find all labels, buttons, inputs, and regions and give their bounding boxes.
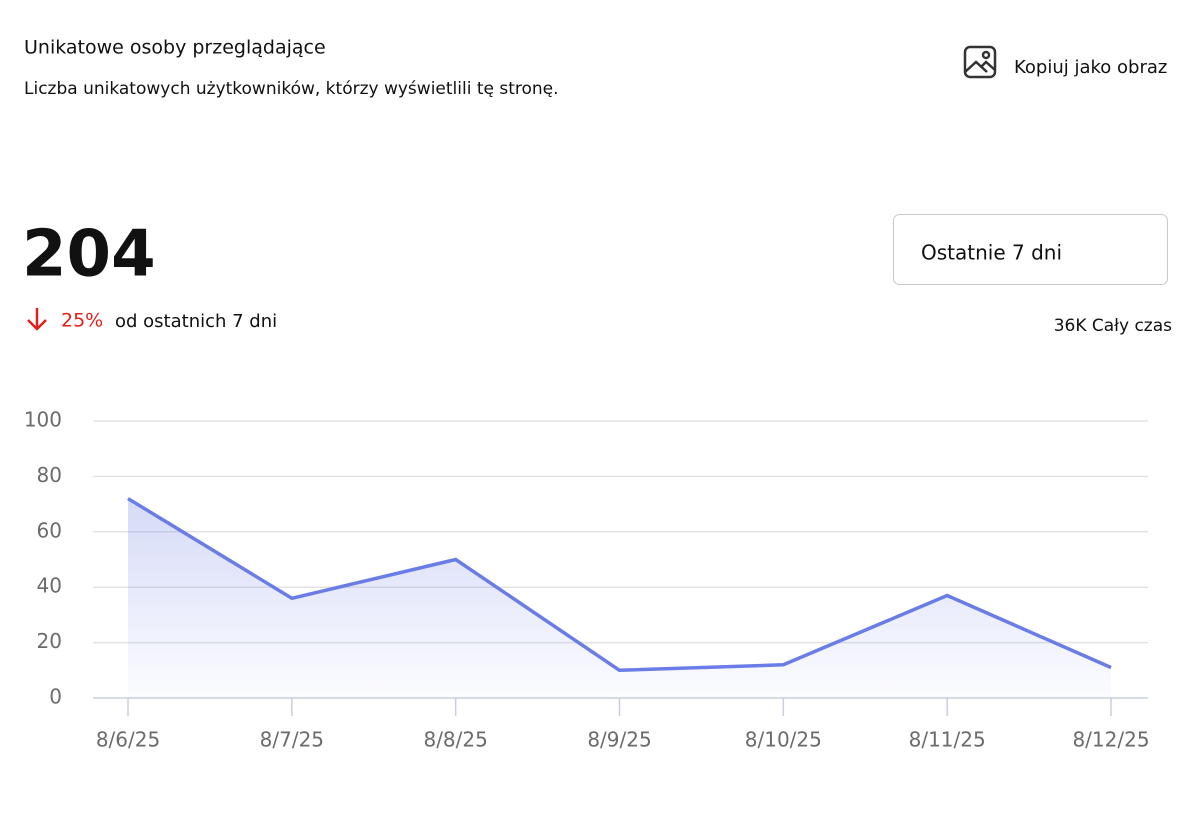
line	[127, 497, 1112, 673]
x-tick-label: 8/7/25	[260, 728, 324, 752]
y-tick-label: 60	[37, 518, 62, 542]
x-tick-label: 8/8/25	[423, 728, 487, 752]
y-tick-label: 0	[49, 685, 62, 709]
title: Unikatowe osoby przeglądające	[24, 37, 326, 59]
y-tick-label: 20	[37, 629, 62, 653]
x-tick-label: 8/6/25	[96, 728, 160, 752]
copy-button[interactable]: Kopiuj jako obraz	[963, 45, 1167, 79]
down-arrow	[27, 308, 47, 331]
change-percent: 25%	[61, 310, 103, 332]
image-icon	[963, 45, 997, 79]
range-dropdown[interactable]: Ostatnie 7 dni	[893, 214, 1168, 285]
y-tick-label: 100	[24, 408, 62, 432]
area	[128, 498, 1111, 698]
copy-label: Kopiuj jako obraz	[1014, 57, 1167, 78]
subtitle: Liczba unikatowych użytkowników, którzy …	[24, 79, 559, 99]
x-tick-label: 8/11/25	[909, 728, 986, 752]
all-time: 36K Cały czas	[1054, 316, 1172, 336]
y-tick-label: 40	[37, 574, 62, 598]
x-tick-label: 8/12/25	[1072, 728, 1149, 752]
y-tick-label: 80	[37, 463, 62, 487]
x-tick-label: 8/9/25	[587, 728, 651, 752]
x-tick-label: 8/10/25	[745, 728, 822, 752]
dropdown-box	[893, 214, 1168, 285]
change-text: od ostatnich 7 dni	[115, 311, 277, 332]
dropdown-label: Ostatnie 7 dni	[921, 241, 1062, 265]
total-value: 204	[22, 218, 156, 292]
